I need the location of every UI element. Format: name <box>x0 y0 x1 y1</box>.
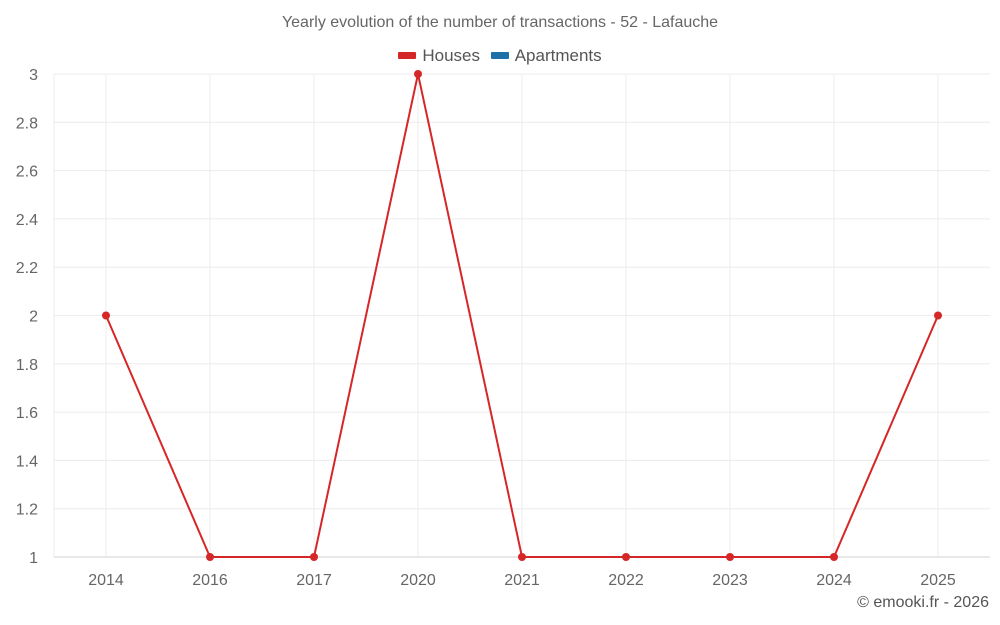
x-tick-label: 2024 <box>816 572 852 589</box>
legend-item-houses[interactable]: Houses <box>398 46 480 66</box>
data-point <box>102 311 110 320</box>
data-point <box>206 553 214 561</box>
y-tick-label: 2.4 <box>16 212 38 229</box>
legend-label-houses: Houses <box>422 45 480 65</box>
y-tick-label: 1.8 <box>16 357 38 374</box>
x-tick-label: 2022 <box>608 572 644 589</box>
y-tick-label: 1.2 <box>16 502 38 519</box>
x-tick-label: 2014 <box>88 572 124 589</box>
data-point <box>414 70 422 78</box>
x-tick-label: 2020 <box>400 572 436 589</box>
data-point <box>934 311 942 320</box>
houses-swatch-icon <box>398 52 417 59</box>
y-tick-label: 2.6 <box>16 164 38 181</box>
data-point <box>622 553 630 561</box>
y-tick-label: 2 <box>29 309 38 326</box>
x-tick-label: 2017 <box>296 572 332 589</box>
data-point <box>310 553 318 561</box>
legend-item-apartments[interactable]: Apartments <box>490 45 602 66</box>
y-tick-label: 2.8 <box>16 115 38 132</box>
x-tick-label: 2016 <box>192 572 228 589</box>
y-tick-label: 2.2 <box>16 260 38 277</box>
x-tick-label: 2021 <box>504 572 540 589</box>
data-point <box>830 553 838 561</box>
y-tick-label: 1 <box>29 550 38 567</box>
legend: Houses Apartments <box>0 44 1000 66</box>
chart-title: Yearly evolution of the number of transa… <box>281 14 719 31</box>
data-point <box>518 553 526 561</box>
y-tick-label: 1.6 <box>16 405 38 422</box>
credit: © emooki.fr - 2026 <box>857 594 989 611</box>
y-tick-label: 3 <box>29 67 38 84</box>
x-tick-label: 2023 <box>712 572 748 589</box>
data-point <box>726 553 734 561</box>
x-tick-label: 2025 <box>920 572 956 589</box>
apartments-swatch-icon <box>490 52 509 59</box>
y-tick-label: 1.4 <box>16 453 38 470</box>
legend-label-apartments: Apartments <box>514 45 602 65</box>
